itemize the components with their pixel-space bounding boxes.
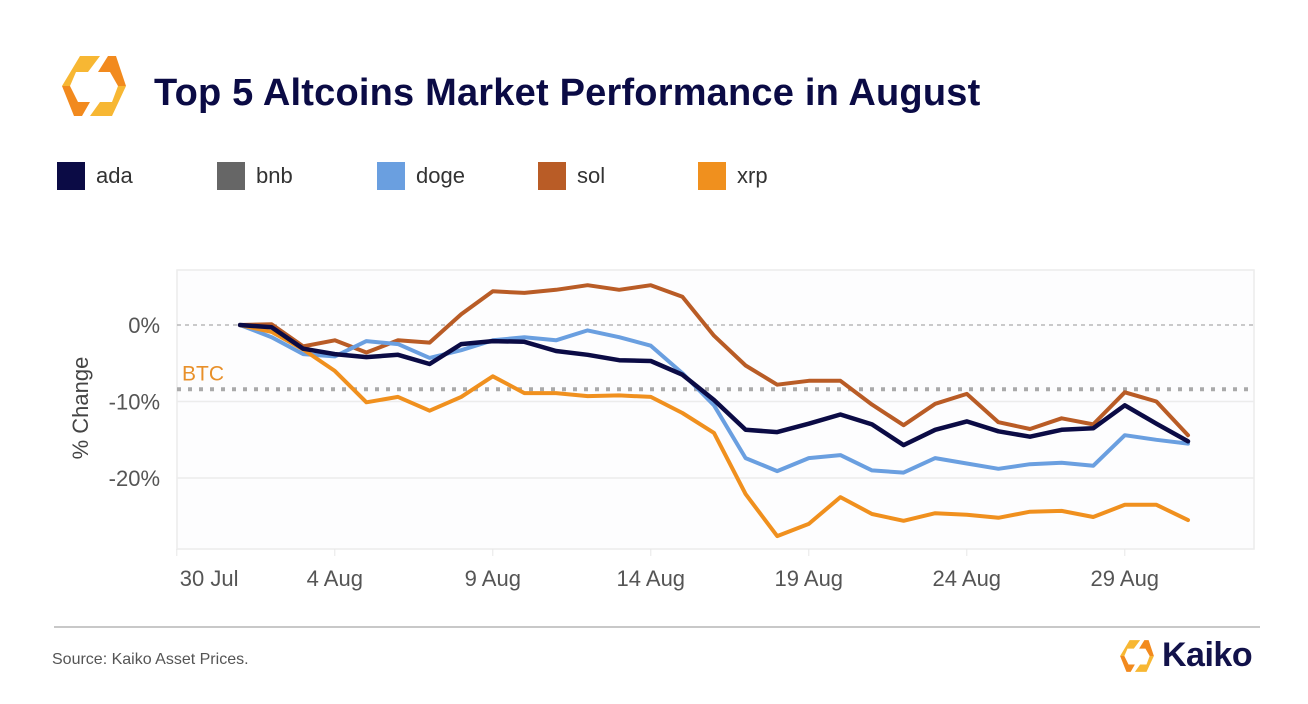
footer-divider [54,626,1260,628]
chart-title: Top 5 Altcoins Market Performance in Aug… [154,72,981,114]
source-note: Source: Kaiko Asset Prices. [52,651,249,668]
legend-swatch-sol [538,162,566,190]
x-tick-label: 24 Aug [933,566,1002,591]
legend-label-ada: ada [96,163,133,188]
x-tick-label: 29 Aug [1091,566,1160,591]
y-axis-label: % Change [68,357,93,460]
legend-swatch-xrp [698,162,726,190]
y-tick-label: 0% [128,313,160,338]
y-tick-label: -10% [109,390,160,415]
series-line-ada [237,322,1191,448]
x-tick-label: 14 Aug [617,566,686,591]
legend-item-sol[interactable]: sol [538,162,605,190]
x-tick-label: 4 Aug [307,566,363,591]
brand-name: Kaiko [1162,636,1253,674]
x-tick-label: 30 Jul [180,566,239,591]
legend-label-sol: sol [577,163,606,188]
btc-reference-label: BTC [182,362,224,385]
legend-swatch-ada [57,162,85,190]
y-tick-label: -20% [109,466,160,491]
series-line-sol [238,283,1190,438]
x-tick-label: 19 Aug [775,566,844,591]
legend-item-bnb[interactable]: bnb [217,162,293,190]
kaiko-brand-icon [1120,639,1154,672]
legend-label-doge: doge [416,163,465,188]
legend-swatch-doge [377,162,405,190]
kaiko-logo-icon [62,56,126,116]
legend-item-doge[interactable]: doge [377,162,465,190]
x-tick-label: 9 Aug [465,566,521,591]
series-line-xrp [238,323,1190,539]
brand-logo: Kaiko [1118,636,1253,675]
legend-label-bnb: bnb [256,163,293,188]
legend-item-xrp[interactable]: xrp [698,162,768,190]
legend-label-xrp: xrp [737,163,768,188]
legend-swatch-bnb [217,162,245,190]
legend-item-ada[interactable]: ada [57,162,133,190]
series-line-doge [238,323,1190,475]
